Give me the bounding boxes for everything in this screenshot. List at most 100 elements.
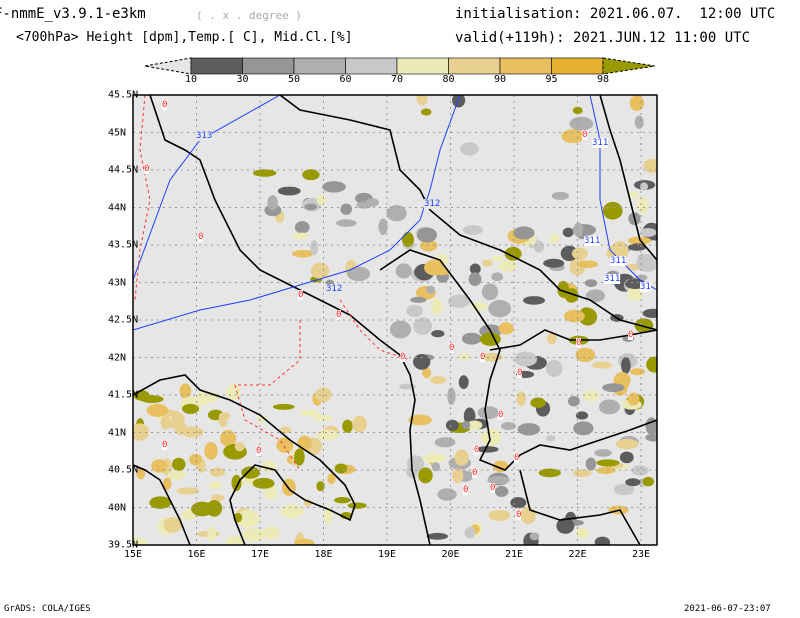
cloud-cell — [563, 309, 585, 323]
colorbar-segment — [242, 57, 295, 75]
cloud-cell — [304, 203, 318, 211]
cloud-cell — [191, 501, 214, 517]
latitude-label: 43N — [108, 277, 127, 288]
cloud-cell — [613, 483, 635, 496]
map-frame — [132, 94, 658, 546]
latitude-label: 43.5N — [108, 239, 139, 251]
cloud-cell — [352, 415, 368, 433]
cloud-cell — [310, 262, 330, 279]
cloud-cell — [464, 526, 476, 539]
cloud-cell — [545, 360, 563, 377]
colorbar-label: 70 — [390, 74, 404, 85]
temperature-zero-label: 0 — [514, 453, 520, 463]
cloud-cell — [167, 469, 186, 481]
cloud-cell — [378, 218, 388, 236]
cloud-cell — [468, 272, 482, 286]
cloud-cell — [476, 446, 499, 453]
cloud-cell — [431, 269, 451, 276]
cloud-cell — [594, 536, 611, 545]
cloud-cell — [591, 361, 613, 369]
temperature-zero-label: 0 — [498, 410, 504, 420]
cloud-cell — [571, 247, 588, 260]
cloud-cell — [447, 387, 456, 405]
longitude-label: 19E — [377, 549, 397, 560]
cloud-cell — [572, 106, 583, 115]
cloud-cell — [596, 466, 616, 475]
cloud-cell — [242, 528, 265, 542]
cloud-cell — [163, 517, 183, 533]
cloud-cell — [564, 288, 579, 303]
cloud-cell — [642, 476, 655, 487]
cloud-cell — [619, 451, 634, 464]
temperature-zero-label: 0 — [162, 440, 168, 450]
cloud-cell — [420, 108, 432, 116]
latitude-label: 42.5N — [108, 314, 139, 326]
cloud-cell — [430, 298, 443, 315]
cloud-cell — [517, 423, 541, 436]
cloud-cell — [418, 467, 433, 484]
colorbar-label: 10 — [184, 74, 198, 85]
temperature-zero-label: 0 — [463, 485, 469, 495]
colorbar-segment — [190, 57, 243, 75]
cloud-cell — [481, 283, 499, 301]
colorbar-segment — [293, 57, 346, 75]
latitude-label: 40N — [108, 502, 127, 513]
cloud-cell — [302, 169, 320, 181]
initialisation-time: initialisation: 2021.06.07. 12:00 UTC — [455, 6, 776, 22]
cloud-cell — [639, 182, 649, 191]
temperature-zero-label: 0 — [474, 445, 480, 455]
colorbar-segment — [345, 57, 398, 75]
height-label: 313 — [196, 131, 213, 141]
cloud-cell — [643, 158, 657, 174]
cloud-cell — [452, 95, 466, 108]
longitude-label: 22E — [568, 549, 587, 560]
cloud-cell — [420, 239, 438, 252]
cloud-cell — [252, 169, 277, 177]
cloud-cell — [577, 260, 598, 269]
cloud-cell — [208, 481, 223, 490]
cloud-cell — [209, 467, 226, 477]
latitude-label: 39.5N — [108, 539, 139, 551]
cloud-cell — [463, 225, 483, 235]
colorbar — [144, 57, 656, 75]
cloud-cell — [481, 259, 493, 267]
temperature-zero-label: 0 — [582, 130, 588, 140]
cloud-cell — [487, 475, 510, 485]
temperature-zero-label: 0 — [162, 100, 168, 110]
units-note: ( . x . degree ) — [196, 9, 302, 22]
cloud-cell — [425, 285, 435, 294]
cloud-cell — [347, 266, 371, 282]
cloud-cell — [543, 258, 565, 268]
cloud-cell — [316, 481, 325, 492]
cloud-cell — [629, 95, 645, 111]
cloud-cell — [573, 421, 594, 436]
cloud-cell — [294, 221, 310, 234]
cloud-cell — [334, 497, 351, 504]
cloud-cell — [277, 186, 301, 196]
cloud-cell — [630, 368, 646, 376]
cloud-cell — [546, 333, 557, 345]
cloud-cell — [556, 517, 575, 534]
cloud-cell — [312, 414, 333, 422]
cloud-cell — [327, 473, 336, 485]
cloud-cell — [513, 226, 535, 240]
cloud-cell — [520, 506, 536, 525]
cloud-cell — [416, 227, 438, 243]
height-label: 311 — [592, 138, 609, 148]
cloud-cell — [241, 466, 260, 479]
cloud-cell — [316, 429, 339, 441]
cloud-cell — [133, 537, 148, 545]
cloud-cell — [481, 428, 502, 446]
latitude-label: 41.5N — [108, 389, 139, 401]
cloud-cell — [523, 296, 546, 305]
cloud-cell — [430, 376, 447, 385]
cloud-cell — [402, 232, 414, 248]
height-label: 312 — [424, 199, 441, 209]
cloud-cell — [267, 195, 278, 211]
coastlines — [133, 95, 657, 545]
cloud-cell — [294, 538, 315, 545]
model-title: F-nmmE_v3.9.1-e3km — [0, 6, 146, 22]
cloud-cell — [551, 191, 569, 201]
cloud-cell — [469, 263, 481, 275]
colorbar-label: 80 — [442, 74, 455, 85]
